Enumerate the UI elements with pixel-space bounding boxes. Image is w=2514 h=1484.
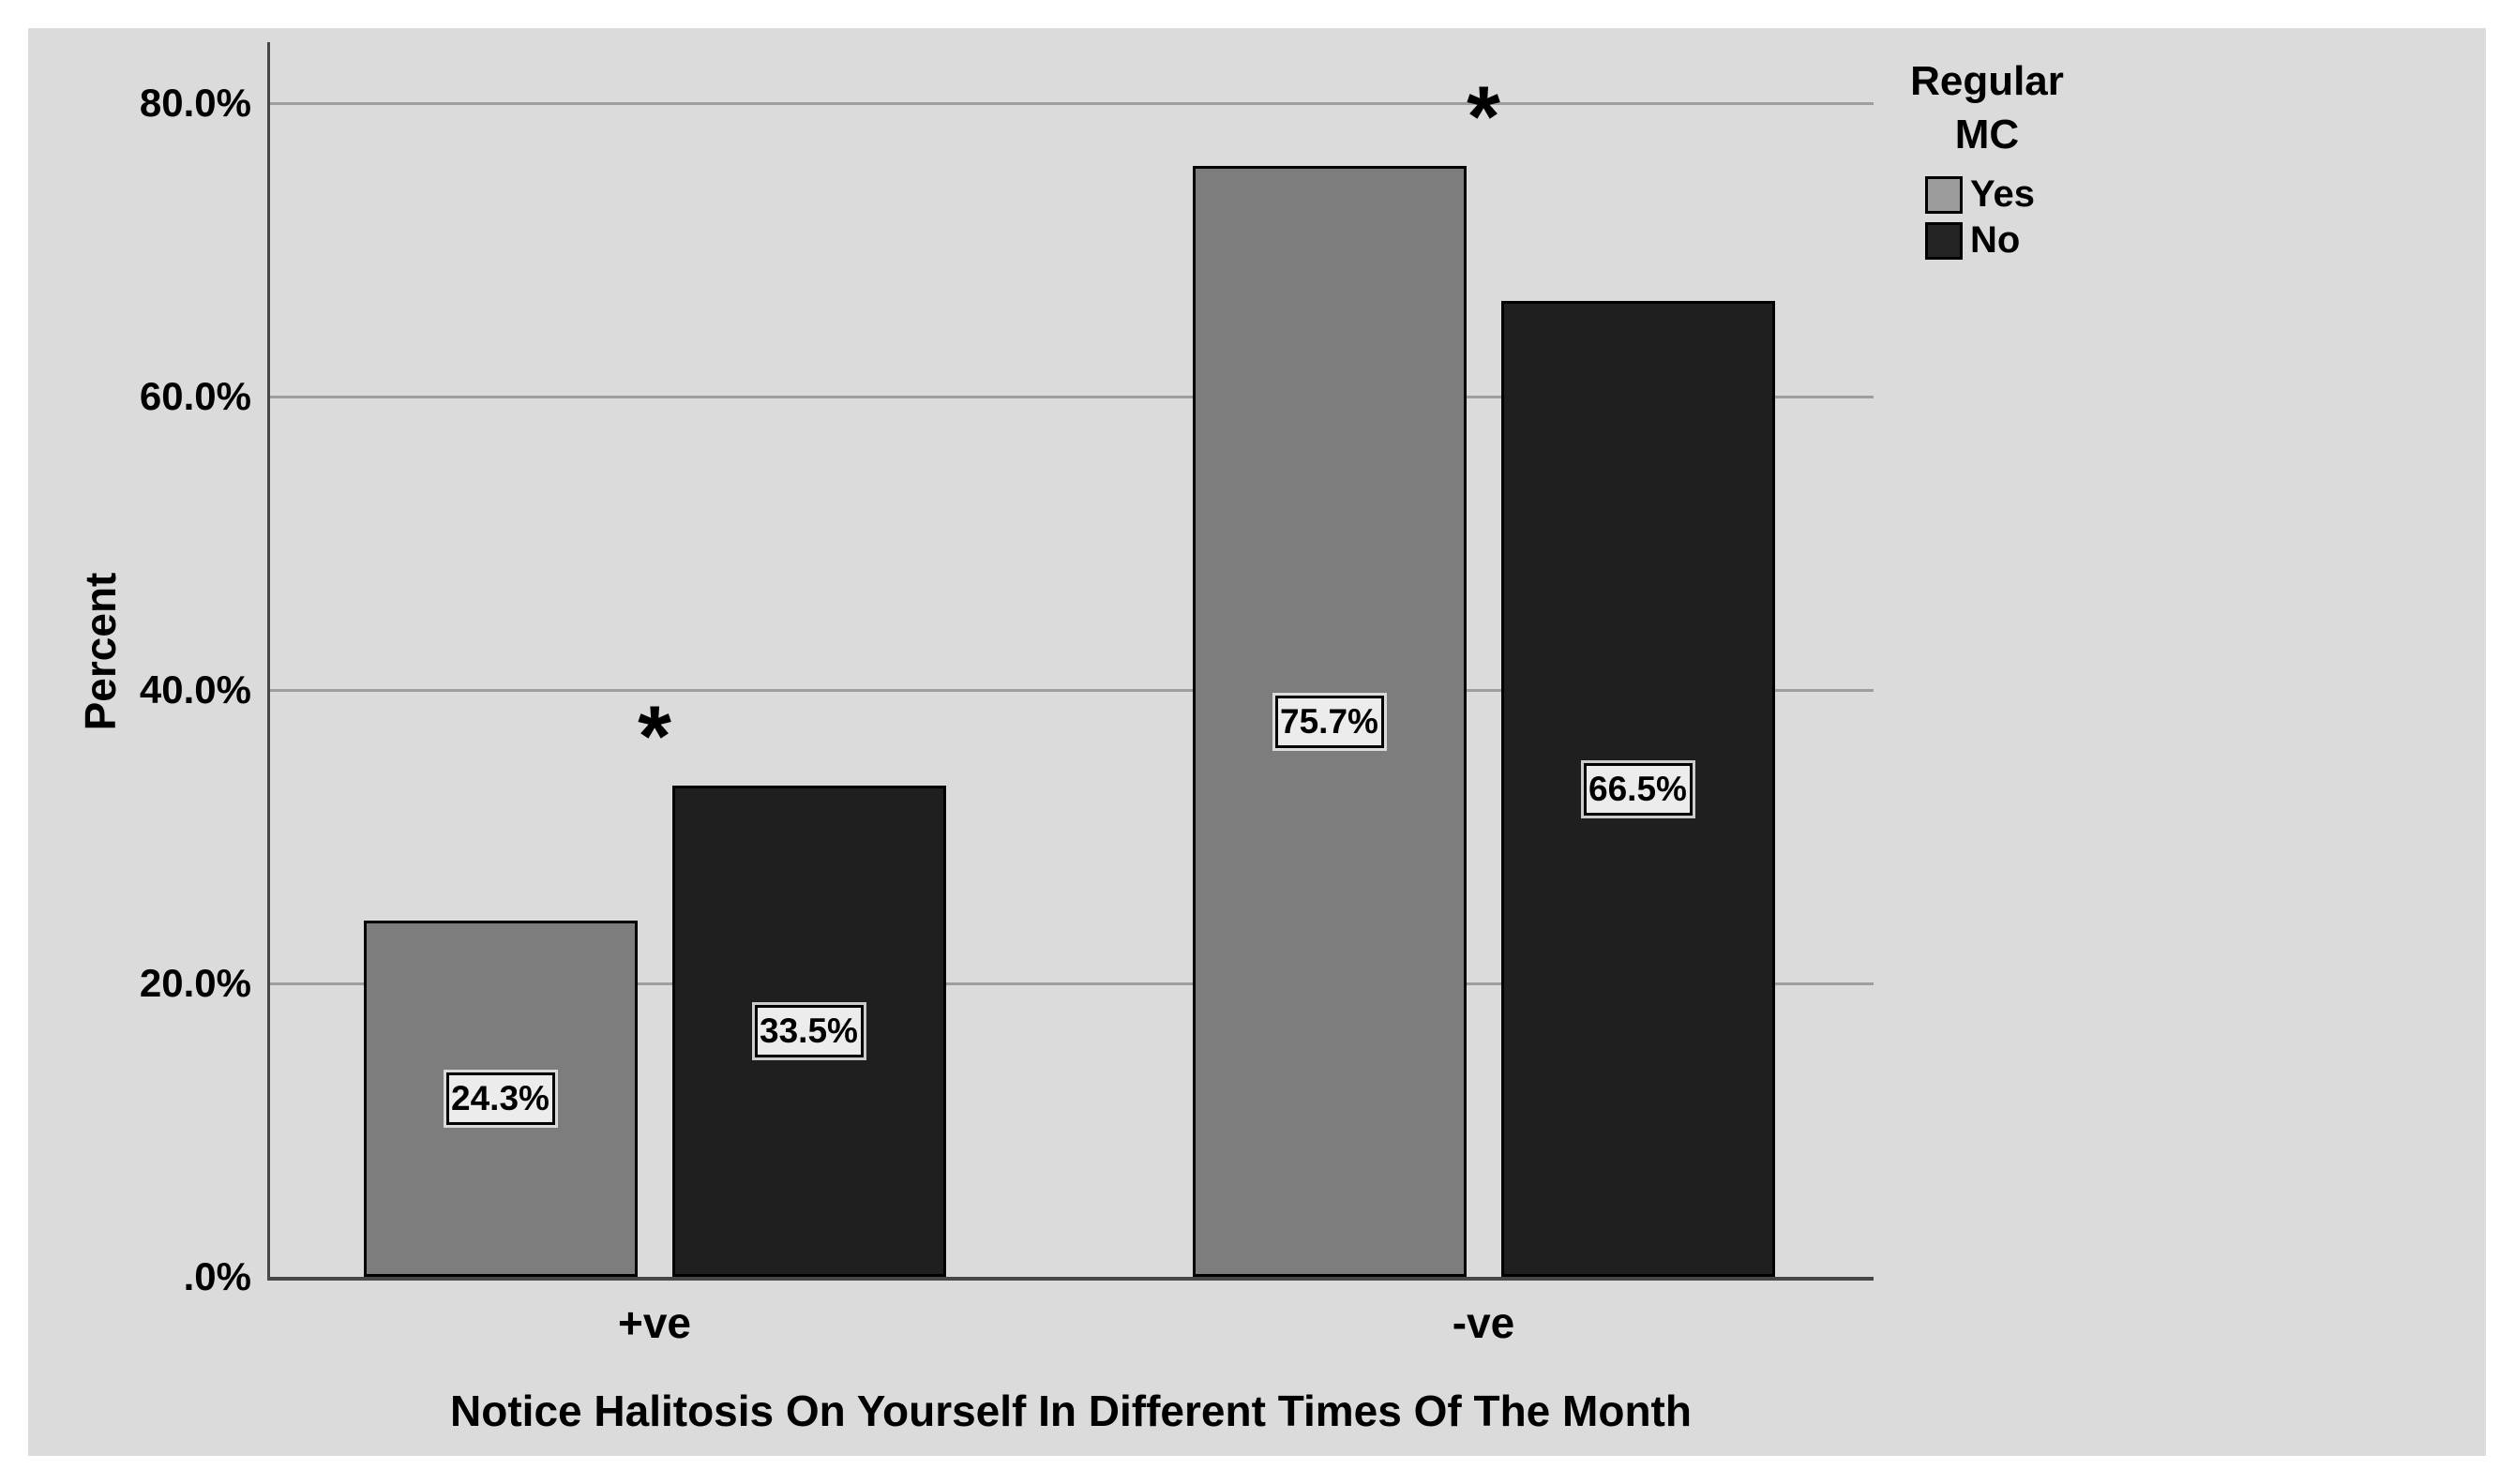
x-axis-line <box>267 1277 1874 1281</box>
value-label-no--ve: 66.5% <box>1583 762 1693 816</box>
legend-swatch-no <box>1925 222 1963 260</box>
y-tick-label-60: 60.0% <box>139 374 251 418</box>
legend-label-yes: Yes <box>1970 173 2035 215</box>
x-axis-title: Notice Halitosis On Yourself In Differen… <box>450 1387 1692 1435</box>
legend-swatch-yes <box>1925 176 1963 214</box>
significance-asterisk--ve: * <box>1467 69 1500 166</box>
legend-label-no: No <box>1970 219 2021 261</box>
value-label-no-+ve: 33.5% <box>754 1004 864 1057</box>
gridline-40 <box>269 688 1874 692</box>
category-label--ve: -ve <box>1452 1298 1515 1347</box>
category-label-+ve: +ve <box>617 1298 692 1347</box>
value-label-yes-+ve: 24.3% <box>445 1072 555 1125</box>
gridline-60 <box>269 395 1874 398</box>
y-tick-label-80: 80.0% <box>139 81 251 125</box>
gridline-20 <box>269 982 1874 985</box>
legend-title: Regular MC <box>1893 54 2081 161</box>
significance-asterisk-+ve: * <box>638 688 671 785</box>
legend-title-line-1: Regular <box>1910 58 2064 104</box>
y-axis-line <box>267 42 270 1280</box>
legend-title-line-2: MC <box>1954 112 2020 157</box>
y-tick-label-0: .0% <box>183 1254 251 1298</box>
y-axis-title: Percent <box>76 572 125 731</box>
y-tick-label-40: 40.0% <box>139 667 251 712</box>
gridline-80 <box>269 101 1874 105</box>
y-tick-label-20: 20.0% <box>139 961 251 1005</box>
value-label-yes--ve: 75.7% <box>1274 695 1384 748</box>
